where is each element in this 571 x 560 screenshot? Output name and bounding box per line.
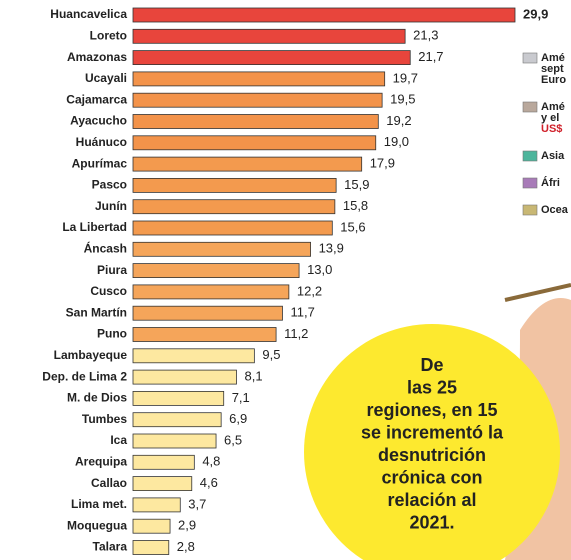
bar — [133, 519, 170, 533]
value-label: 2,8 — [177, 539, 195, 554]
legend-swatch — [523, 102, 537, 112]
y-tick-label: Apurímac — [72, 156, 128, 170]
legend-swatch — [523, 53, 537, 63]
value-label: 3,7 — [188, 496, 206, 511]
value-label: 29,9 — [523, 6, 548, 21]
y-tick-label: Moquegua — [67, 518, 127, 532]
y-tick-label: Huánuco — [76, 135, 127, 149]
y-tick-label: La Libertad — [62, 220, 127, 234]
bar — [133, 136, 376, 150]
y-tick-label: Huancavelica — [50, 7, 127, 21]
bar — [133, 178, 336, 192]
legend-swatch — [523, 151, 537, 161]
bar — [133, 541, 169, 555]
bar — [133, 200, 335, 214]
value-label: 9,5 — [262, 347, 280, 362]
bar — [133, 328, 276, 342]
y-tick-label: Junín — [95, 199, 127, 213]
value-label: 11,2 — [284, 326, 308, 341]
y-tick-label: Áncash — [84, 240, 127, 255]
value-label: 17,9 — [370, 156, 395, 171]
bar — [133, 72, 385, 86]
y-tick-label: Amazonas — [67, 50, 127, 64]
value-label: 19,5 — [390, 92, 415, 107]
bar — [133, 306, 282, 320]
bar — [133, 370, 236, 384]
y-tick-label: Piura — [97, 263, 127, 277]
bar — [133, 115, 378, 129]
bar — [133, 264, 299, 278]
value-label: 21,3 — [413, 28, 438, 43]
y-tick-label: Cusco — [90, 284, 127, 298]
value-label: 21,7 — [418, 49, 443, 64]
value-label: 13,9 — [319, 241, 344, 256]
value-label: 4,6 — [200, 475, 218, 490]
y-tick-label: Lambayeque — [54, 348, 128, 362]
bar — [133, 29, 405, 43]
bar — [133, 498, 180, 512]
callout-text: 2021. — [409, 512, 454, 532]
legend-text: Asia — [541, 150, 565, 162]
y-tick-label: Talara — [93, 540, 128, 554]
value-label: 15,6 — [340, 219, 365, 234]
y-tick-label: Ica — [110, 433, 127, 447]
callout-text: las 25 — [407, 377, 457, 397]
value-label: 15,9 — [344, 177, 369, 192]
callout-text: desnutrición — [378, 445, 486, 465]
value-label: 2,9 — [178, 518, 196, 533]
bar — [133, 51, 410, 65]
value-label: 4,8 — [202, 454, 220, 469]
value-label: 13,0 — [307, 262, 332, 277]
value-label: 11,7 — [290, 305, 314, 320]
legend-text: Euro — [541, 74, 566, 86]
y-tick-label: Lima met. — [71, 497, 127, 511]
value-label: 6,5 — [224, 432, 242, 447]
value-label: 19,0 — [384, 134, 409, 149]
value-label: 19,2 — [386, 113, 411, 128]
bar — [133, 434, 216, 448]
chart: Huancavelica 29,9 Loreto 21,3 Amazonas 21,7 Uc… — [0, 0, 571, 560]
y-tick-label: M. de Dios — [67, 391, 127, 405]
y-tick-label: San Martín — [66, 305, 127, 319]
bar — [133, 391, 224, 405]
photo-pen — [505, 285, 571, 300]
value-label: 15,8 — [343, 198, 368, 213]
y-tick-label: Arequipa — [75, 454, 127, 468]
y-tick-label: Loreto — [90, 28, 127, 42]
y-tick-label: Dep. de Lima 2 — [42, 369, 127, 383]
callout-text: crónica con — [381, 467, 482, 487]
legend-text: Áfri — [541, 176, 560, 189]
y-tick-label: Callao — [91, 476, 127, 490]
bar — [133, 93, 382, 107]
bar — [133, 221, 332, 235]
value-label: 8,1 — [244, 369, 262, 384]
value-label: 6,9 — [229, 411, 247, 426]
bar — [133, 242, 311, 256]
legend-swatch — [523, 205, 537, 215]
legend-text: Ocea — [541, 204, 569, 216]
bar — [133, 157, 362, 171]
bar — [133, 413, 221, 427]
bar — [133, 285, 289, 299]
legend-text: US$ — [541, 123, 562, 135]
callout-text: relación al — [387, 490, 476, 510]
value-label: 7,1 — [232, 390, 250, 405]
y-tick-label: Ayacucho — [70, 114, 127, 128]
callout-text: De — [420, 355, 443, 375]
bar — [133, 477, 192, 491]
y-tick-label: Cajamarca — [66, 92, 127, 106]
callout-text: regiones, en 15 — [366, 400, 497, 420]
value-label: 19,7 — [393, 70, 418, 85]
y-tick-label: Puno — [97, 327, 127, 341]
y-tick-label: Tumbes — [82, 412, 127, 426]
value-label: 12,2 — [297, 283, 322, 298]
callout-text: se incrementó la — [361, 422, 504, 442]
bar — [133, 8, 515, 22]
bar — [133, 455, 194, 469]
y-tick-label: Ucayali — [85, 71, 127, 85]
legend-swatch — [523, 178, 537, 188]
bar — [133, 349, 254, 363]
y-tick-label: Pasco — [92, 178, 127, 192]
